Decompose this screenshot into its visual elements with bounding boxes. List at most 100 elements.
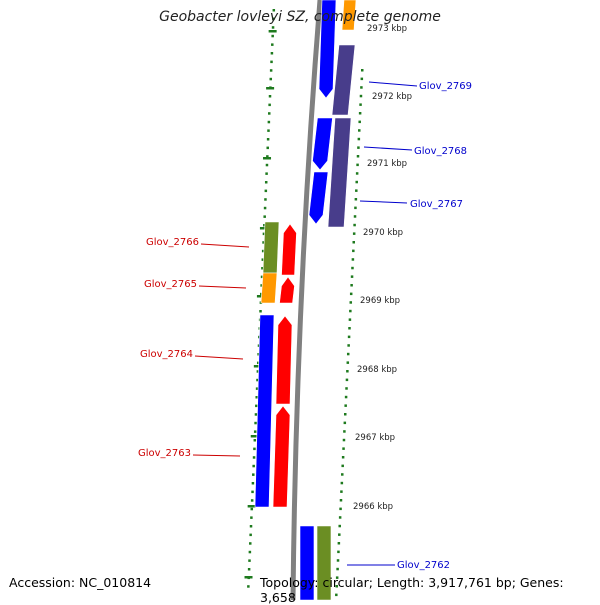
ring-dot bbox=[342, 438, 346, 442]
ring-dot bbox=[352, 232, 356, 235]
ring-dot bbox=[259, 310, 262, 313]
ring-dot bbox=[266, 138, 270, 141]
ring-dot bbox=[251, 490, 254, 494]
ring-dot bbox=[271, 43, 274, 46]
ring-dot bbox=[253, 439, 257, 442]
ring-dot bbox=[345, 378, 349, 382]
gene-leader-line bbox=[359, 200, 408, 204]
ring-dot bbox=[342, 447, 345, 450]
ring-dot bbox=[348, 318, 352, 321]
topology-text: Topology: circular; Length: 3,917,761 bp… bbox=[260, 575, 564, 605]
ring-dot bbox=[340, 490, 343, 493]
gene-label: Glov_2763 bbox=[138, 448, 191, 459]
ring-dot bbox=[267, 120, 271, 124]
ring-dot bbox=[268, 103, 271, 107]
ring-dot bbox=[339, 507, 342, 511]
backbone-arc bbox=[290, 0, 323, 600]
ring-dot bbox=[347, 335, 351, 339]
gene-label: Glov_2764 bbox=[140, 349, 193, 360]
ring-dot bbox=[272, 17, 275, 21]
map-title: Geobacter lovleyi SZ, complete genome bbox=[159, 9, 441, 25]
ring-dot bbox=[357, 137, 361, 141]
ring-dot bbox=[270, 52, 274, 55]
scale-label: 2970 kbp bbox=[363, 228, 403, 238]
ring-dot bbox=[248, 559, 251, 562]
ring-dot bbox=[355, 180, 358, 184]
scale-dash bbox=[253, 365, 262, 368]
ring-dot bbox=[337, 550, 340, 554]
cds-red bbox=[281, 223, 297, 276]
ring-dot bbox=[266, 146, 269, 150]
scale-label: 2973 kbp bbox=[367, 24, 407, 34]
ring-dot bbox=[262, 232, 266, 236]
ring-dot bbox=[338, 533, 341, 536]
ring-dot bbox=[345, 387, 348, 390]
cds-blue bbox=[308, 171, 329, 225]
cds-red bbox=[272, 405, 291, 508]
scale-dash bbox=[250, 435, 259, 438]
cds-blue bbox=[299, 525, 315, 600]
ring-dot bbox=[266, 155, 269, 158]
ring-dot bbox=[264, 181, 268, 184]
ring-dot bbox=[336, 559, 340, 562]
ring-dot bbox=[346, 370, 349, 373]
ring-dot bbox=[349, 309, 352, 313]
ring-dot bbox=[252, 456, 256, 459]
ring-dot bbox=[350, 275, 354, 278]
ring-dot bbox=[343, 421, 347, 425]
ring-dot bbox=[354, 206, 357, 210]
ring-dot bbox=[355, 172, 359, 175]
ring-dot bbox=[250, 507, 254, 511]
cds-blue bbox=[312, 117, 333, 171]
ring-dot bbox=[271, 26, 275, 29]
ring-dot bbox=[253, 430, 257, 433]
gene-label: Glov_2765 bbox=[144, 279, 197, 290]
ring-dot bbox=[335, 593, 338, 597]
ring-dot bbox=[269, 69, 273, 72]
scale-dash bbox=[244, 576, 253, 579]
ring-dot bbox=[261, 249, 265, 253]
scale-dash bbox=[266, 87, 275, 90]
ring-dot bbox=[270, 60, 273, 64]
ring-dot bbox=[247, 568, 251, 571]
cds-slate bbox=[327, 117, 352, 228]
ring-dot bbox=[263, 215, 266, 218]
ring-dot bbox=[255, 387, 259, 390]
ring-dot bbox=[354, 198, 358, 201]
ring-dot bbox=[346, 352, 350, 356]
cds-red bbox=[279, 276, 295, 304]
ring-dot bbox=[361, 69, 364, 72]
gene-leader-line bbox=[363, 146, 413, 151]
ring-dot bbox=[351, 266, 354, 270]
ring-dot bbox=[359, 94, 363, 98]
cds-red bbox=[275, 315, 293, 405]
ring-dot bbox=[335, 585, 338, 588]
cds-blue bbox=[318, 0, 337, 99]
ring-dot bbox=[260, 275, 264, 279]
ring-dot bbox=[349, 301, 353, 304]
ring-dot bbox=[249, 525, 253, 528]
accession-text: Accession: NC_010814 bbox=[9, 575, 152, 590]
gene-leader-line bbox=[368, 81, 418, 87]
gene-leader-line bbox=[200, 243, 250, 248]
ring-dot bbox=[253, 447, 256, 451]
ring-dot bbox=[254, 421, 257, 425]
ring-dot bbox=[255, 404, 258, 408]
ring-dot bbox=[260, 292, 263, 296]
ring-dot bbox=[353, 223, 356, 227]
ring-dot bbox=[264, 198, 267, 201]
ring-dot bbox=[265, 163, 269, 167]
scale-dash bbox=[263, 157, 272, 160]
ring-dot bbox=[263, 224, 266, 227]
ring-dot bbox=[341, 464, 344, 468]
ring-dot bbox=[256, 378, 259, 382]
ring-dot bbox=[271, 34, 274, 38]
ring-dot bbox=[256, 370, 260, 373]
ring-dot bbox=[344, 404, 347, 407]
ring-dot bbox=[355, 189, 358, 192]
scale-label: 2972 kbp bbox=[372, 92, 412, 102]
ring-dot bbox=[352, 241, 355, 244]
ring-dot bbox=[348, 327, 351, 330]
ring-dot bbox=[338, 516, 342, 519]
ring-dot bbox=[356, 155, 360, 158]
